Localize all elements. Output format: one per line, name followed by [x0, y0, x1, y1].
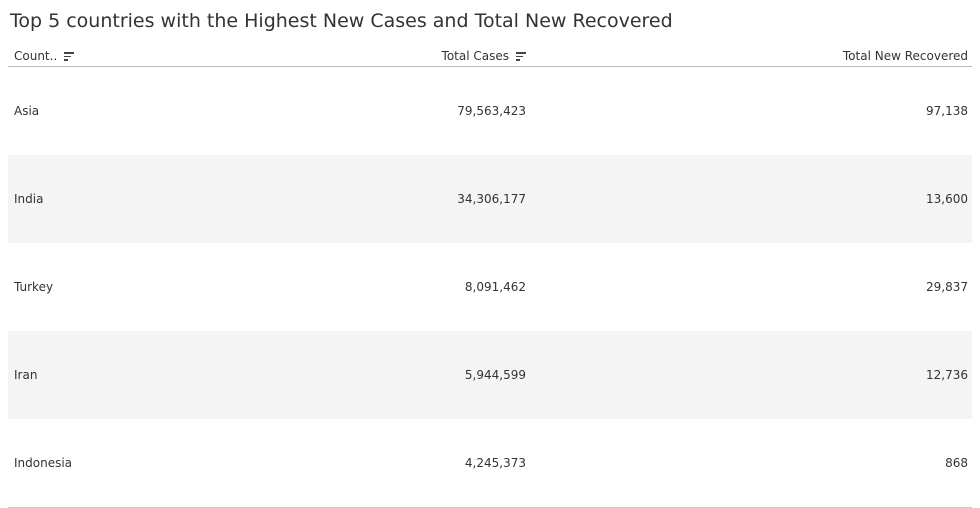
table-row: Iran 5,944,599 12,736 — [8, 331, 972, 419]
country-cell: Indonesia — [14, 456, 73, 470]
table-header: Count.. Total Cases Total New Recovered — [8, 44, 972, 67]
column-header-total-new-recovered[interactable]: Total New Recovered — [843, 49, 968, 63]
total-cases-cell: 79,563,423 — [457, 104, 526, 118]
total-cases-cell: 8,091,462 — [464, 280, 526, 294]
column-header-total-new-recovered-label: Total New Recovered — [842, 49, 968, 63]
total-cases-cell: 5,944,599 — [464, 368, 526, 382]
total-new-recovered-cell: 868 — [945, 456, 968, 470]
total-new-recovered-cell: 13,600 — [926, 192, 968, 206]
column-header-country[interactable]: Count.. — [14, 49, 75, 63]
column-header-country-label: Count.. — [14, 49, 58, 63]
column-header-total-cases-label: Total Cases — [441, 49, 509, 63]
data-table: Count.. Total Cases Total New Recovered … — [8, 44, 972, 508]
total-new-recovered-cell: 29,837 — [926, 280, 968, 294]
chart-title: Top 5 countries with the Highest New Cas… — [10, 10, 673, 32]
table-row: Turkey 8,091,462 29,837 — [8, 243, 972, 331]
total-cases-cell: 34,306,177 — [457, 192, 526, 206]
country-cell: Iran — [14, 368, 38, 382]
total-new-recovered-cell: 97,138 — [926, 104, 968, 118]
column-header-total-cases[interactable]: Total Cases — [442, 49, 526, 63]
total-cases-cell: 4,245,373 — [464, 456, 526, 470]
sort-icon[interactable] — [64, 51, 75, 61]
table-row: Indonesia 4,245,373 868 — [8, 419, 972, 507]
total-new-recovered-cell: 12,736 — [926, 368, 968, 382]
country-cell: India — [14, 192, 44, 206]
country-cell: Turkey — [14, 280, 54, 294]
table-row: Asia 79,563,423 97,138 — [8, 67, 972, 155]
sort-icon[interactable] — [516, 51, 526, 61]
table-row: India 34,306,177 13,600 — [8, 155, 972, 243]
country-cell: Asia — [14, 104, 40, 118]
